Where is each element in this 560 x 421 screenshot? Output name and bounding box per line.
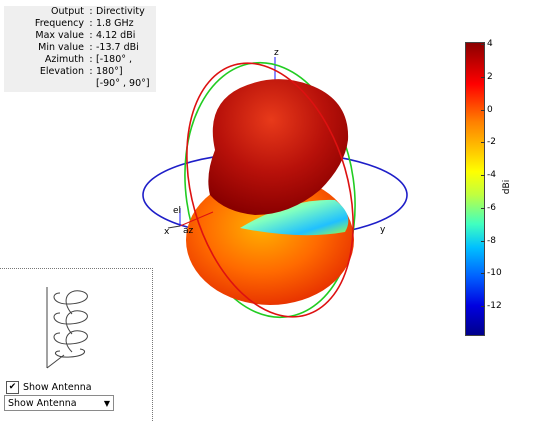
- info-panel: Output: Directivity Frequency:1.8 GHz Max…: [4, 6, 156, 92]
- info-row-output: Output: Directivity: [51, 6, 145, 17]
- info-row-extra: [-90° , 90°]: [96, 78, 150, 89]
- info-row-min: Min value: -13.7 dBi: [38, 42, 139, 53]
- elevation-ring-red: [186, 62, 354, 318]
- x-axis-label: x: [164, 227, 170, 237]
- colorbar: 4 2 0 -2 -4 -6 -8 -10 -12: [465, 39, 502, 336]
- info-row-max: Max value:4.12 dBi: [35, 30, 136, 41]
- colorbar-tick-label: -10: [481, 268, 502, 279]
- view-select-value: Show Antenna: [8, 397, 77, 409]
- az-axis-label: az: [183, 226, 194, 236]
- colorbar-tick-label: -2: [481, 137, 496, 148]
- antenna-thumbnail-panel: [0, 268, 153, 421]
- coordinate-triad: el az x: [164, 206, 214, 237]
- y-axis-label: y: [380, 225, 386, 235]
- checkbox-box[interactable]: ✔: [6, 381, 19, 394]
- colorbar-unit-label: dBi: [502, 179, 513, 195]
- view-select[interactable]: Show Antenna ▼: [4, 395, 114, 411]
- colorbar-tick-label: -8: [481, 235, 496, 246]
- colorbar-tick-label: 0: [481, 104, 493, 115]
- check-icon: ✔: [8, 382, 17, 392]
- show-antenna-label: Show Antenna: [23, 382, 92, 393]
- chevron-down-icon: ▼: [103, 399, 110, 408]
- colorbar-tick-label: 2: [481, 71, 493, 82]
- colorbar-tick-label: 4: [481, 38, 493, 49]
- show-antenna-checkbox[interactable]: ✔ Show Antenna: [6, 381, 92, 394]
- el-axis-label: el: [173, 206, 181, 216]
- info-row-elevation: Elevation:180°]: [39, 66, 123, 77]
- upper-lobe: [208, 79, 349, 215]
- z-axis-label: z: [274, 48, 279, 58]
- info-row-frequency: Frequency:1.8 GHz: [34, 18, 134, 29]
- pattern-null-region: [240, 199, 349, 236]
- antenna-helix-icon: [46, 287, 88, 369]
- colorbar-tick-label: -6: [481, 202, 496, 213]
- colorbar-gradient: [465, 42, 485, 336]
- colorbar-tick-label: -4: [481, 170, 496, 181]
- colorbar-tick-label: -12: [481, 301, 502, 312]
- info-row-azimuth: Azimuth: [-180° ,: [44, 54, 133, 65]
